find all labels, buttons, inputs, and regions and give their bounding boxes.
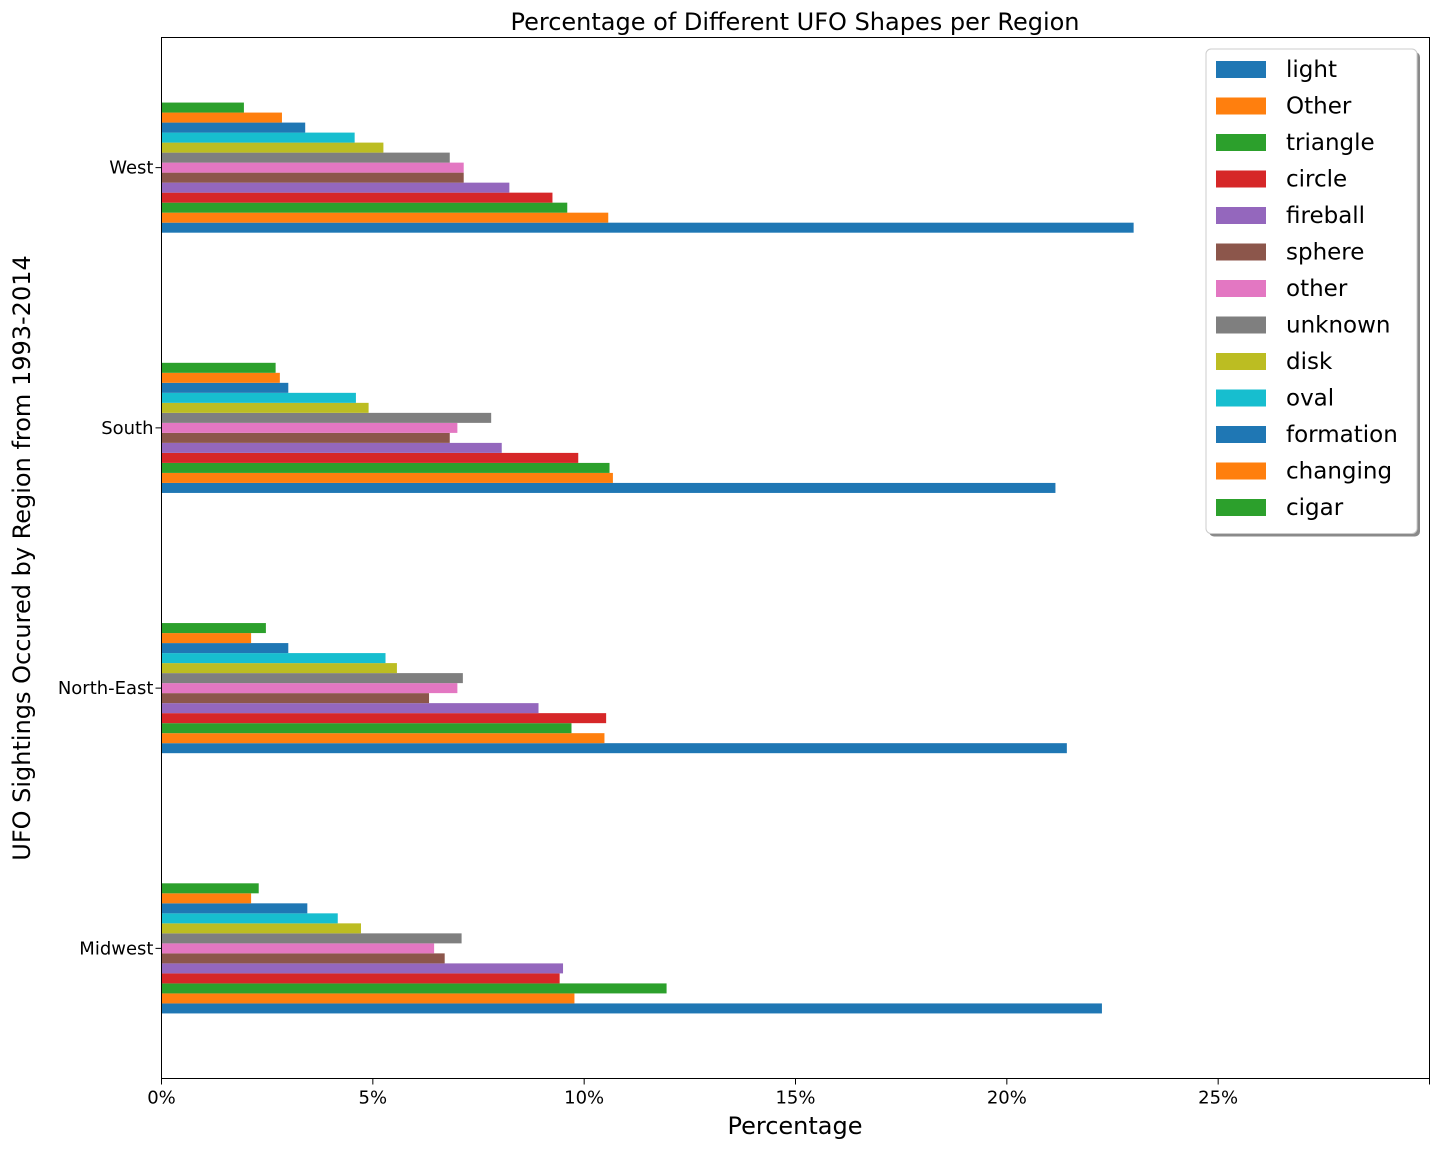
bar-formation-north-east xyxy=(161,643,289,654)
x-axis-label: Percentage xyxy=(727,1112,862,1140)
bar-unknown-midwest xyxy=(161,933,462,944)
legend-swatch-cigar xyxy=(1216,499,1266,516)
legend: light Other triangle circle fireball sphere ot… xyxy=(1205,48,1420,537)
bar-triangle-south xyxy=(161,462,610,473)
chart-title: Percentage of Different UFO Shapes per R… xyxy=(510,8,1079,36)
y-axis-label: UFO Sightings Occured by Region from 199… xyxy=(8,255,36,861)
legend-label-fireball: fireball xyxy=(1286,203,1365,229)
legend-swatch-unknown xyxy=(1216,316,1266,334)
x-tick-label: 10% xyxy=(564,1088,604,1109)
bar-changing-west xyxy=(161,112,282,123)
legend-label-formation: formation xyxy=(1286,422,1398,448)
bar-light-midwest xyxy=(161,1003,1102,1014)
legend-swatch-disk xyxy=(1216,353,1266,370)
bar-triangle-north-east xyxy=(161,723,572,734)
y-axis-ticks: Midwest North-East South West xyxy=(58,158,162,959)
legend-label-unknown: unknown xyxy=(1286,313,1391,339)
bar-formation-west xyxy=(161,122,306,133)
bar-light-west xyxy=(161,222,1134,233)
bar-sphere-west xyxy=(161,172,464,183)
x-tick-label: 15% xyxy=(775,1088,815,1109)
bar-other-north-east xyxy=(161,683,458,694)
legend-label-other: Other xyxy=(1286,94,1352,120)
x-tick-label: 0% xyxy=(147,1088,176,1109)
legend-swatch-fireball xyxy=(1216,207,1266,224)
legend-label-changing: changing xyxy=(1286,459,1392,485)
x-axis-ticks: 0% 5% 10% 15% 20% 25% xyxy=(147,1078,1430,1109)
bar-cigar-north-east xyxy=(161,623,266,634)
x-tick-label: 20% xyxy=(987,1088,1027,1109)
bar-other-south xyxy=(161,472,613,483)
bar-other-south xyxy=(161,422,458,433)
legend-swatch-oval xyxy=(1216,389,1266,407)
x-tick-label: 25% xyxy=(1198,1088,1238,1109)
bar-circle-midwest xyxy=(161,973,560,984)
bar-fireball-west xyxy=(161,182,510,193)
y-tick-label: South xyxy=(101,418,153,439)
legend-label-circle: circle xyxy=(1286,167,1347,193)
legend-swatch-other xyxy=(1216,97,1266,115)
bar-changing-north-east xyxy=(161,633,252,644)
legend-label-light: light xyxy=(1286,57,1337,83)
bar-cigar-midwest xyxy=(161,883,259,894)
legend-label-triangle: triangle xyxy=(1286,130,1375,156)
bar-cigar-west xyxy=(161,102,244,113)
bar-sphere-north-east xyxy=(161,693,430,704)
legend-swatch-light xyxy=(1216,61,1266,78)
legend-swatch-circle xyxy=(1216,170,1266,188)
bar-unknown-north-east xyxy=(161,673,463,684)
bar-circle-north-east xyxy=(161,713,607,724)
legend-label-cigar: cigar xyxy=(1286,495,1344,521)
bar-fireball-north-east xyxy=(161,703,539,714)
legend-label-oval: oval xyxy=(1286,386,1334,412)
bar-oval-west xyxy=(161,132,355,143)
bars-group xyxy=(161,102,1134,1014)
bar-circle-south xyxy=(161,452,579,463)
bar-circle-west xyxy=(161,192,553,203)
bar-disk-north-east xyxy=(161,663,397,674)
legend-label-sphere: sphere xyxy=(1286,240,1364,266)
bar-light-north-east xyxy=(161,743,1067,754)
bar-oval-south xyxy=(161,392,356,403)
bar-other-west xyxy=(161,212,609,223)
legend-label-other: other xyxy=(1286,276,1348,302)
bar-formation-south xyxy=(161,382,289,393)
bar-other-midwest xyxy=(161,993,575,1004)
legend-box xyxy=(1205,48,1418,534)
bar-changing-midwest xyxy=(161,893,252,904)
bar-formation-midwest xyxy=(161,903,308,914)
bar-unknown-south xyxy=(161,412,492,423)
bar-oval-midwest xyxy=(161,913,338,924)
bar-unknown-west xyxy=(161,152,450,163)
y-tick-label: Midwest xyxy=(79,938,153,959)
bar-sphere-south xyxy=(161,432,450,443)
x-tick-label: 5% xyxy=(359,1088,388,1109)
legend-swatch-triangle xyxy=(1216,134,1266,151)
bar-sphere-midwest xyxy=(161,953,445,964)
bar-other-midwest xyxy=(161,943,435,954)
bar-fireball-midwest xyxy=(161,963,564,974)
bar-other-west xyxy=(161,162,464,173)
bar-disk-south xyxy=(161,402,369,413)
bar-changing-south xyxy=(161,372,280,383)
legend-swatch-changing xyxy=(1216,462,1266,480)
legend-swatch-other xyxy=(1216,280,1266,297)
bar-triangle-midwest xyxy=(161,983,667,994)
legend-swatch-sphere xyxy=(1216,243,1266,261)
bar-oval-north-east xyxy=(161,653,386,664)
bar-light-south xyxy=(161,482,1056,493)
bar-disk-west xyxy=(161,142,384,153)
legend-swatch-formation xyxy=(1216,426,1266,443)
y-tick-label: North-East xyxy=(58,678,154,699)
y-tick-label: West xyxy=(109,158,153,179)
bar-cigar-south xyxy=(161,362,276,373)
bar-triangle-west xyxy=(161,202,568,213)
bar-other-north-east xyxy=(161,733,605,744)
bar-fireball-south xyxy=(161,442,502,453)
bar-disk-midwest xyxy=(161,923,361,934)
legend-label-disk: disk xyxy=(1286,349,1333,375)
